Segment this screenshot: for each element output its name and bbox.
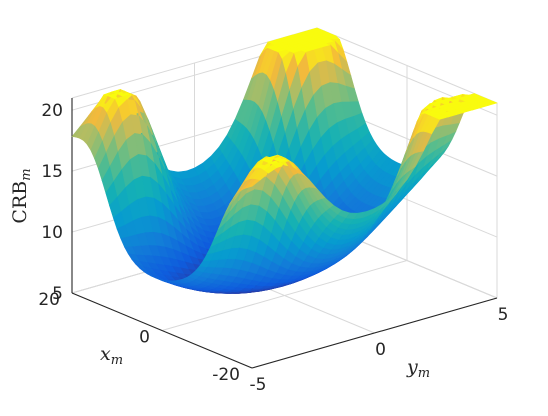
surface-mesh bbox=[72, 28, 497, 294]
z-axis-label-sub: m bbox=[19, 168, 34, 180]
x-tick-label: 20 bbox=[38, 290, 60, 310]
svg-text:ym: ym bbox=[406, 356, 430, 381]
svg-text:xm: xm bbox=[100, 343, 123, 368]
y-tick-label: -5 bbox=[250, 375, 267, 395]
z-axis-label: CRBm bbox=[9, 168, 34, 223]
y-axis-label-sub: m bbox=[418, 366, 430, 381]
svg-text:CRBm: CRBm bbox=[9, 168, 34, 223]
y-tick-label: 0 bbox=[375, 340, 386, 360]
x-axis-line bbox=[72, 293, 252, 368]
x-axis-label: xm bbox=[100, 343, 123, 368]
z-axis-label-text: CRB bbox=[9, 181, 31, 224]
z-tick-label: 15 bbox=[41, 162, 63, 182]
y-axis-label: ym bbox=[406, 356, 430, 381]
x-tick-label: 0 bbox=[139, 328, 150, 348]
x-tick-label: -20 bbox=[212, 365, 240, 385]
z-tick-label: 10 bbox=[41, 223, 63, 243]
x-axis-label-text: x bbox=[100, 343, 111, 365]
x-axis-label-sub: m bbox=[111, 353, 123, 368]
y-tick-label: 5 bbox=[498, 305, 509, 325]
y-axis-label-text: y bbox=[406, 356, 418, 378]
z-tick-label: 20 bbox=[41, 101, 63, 121]
